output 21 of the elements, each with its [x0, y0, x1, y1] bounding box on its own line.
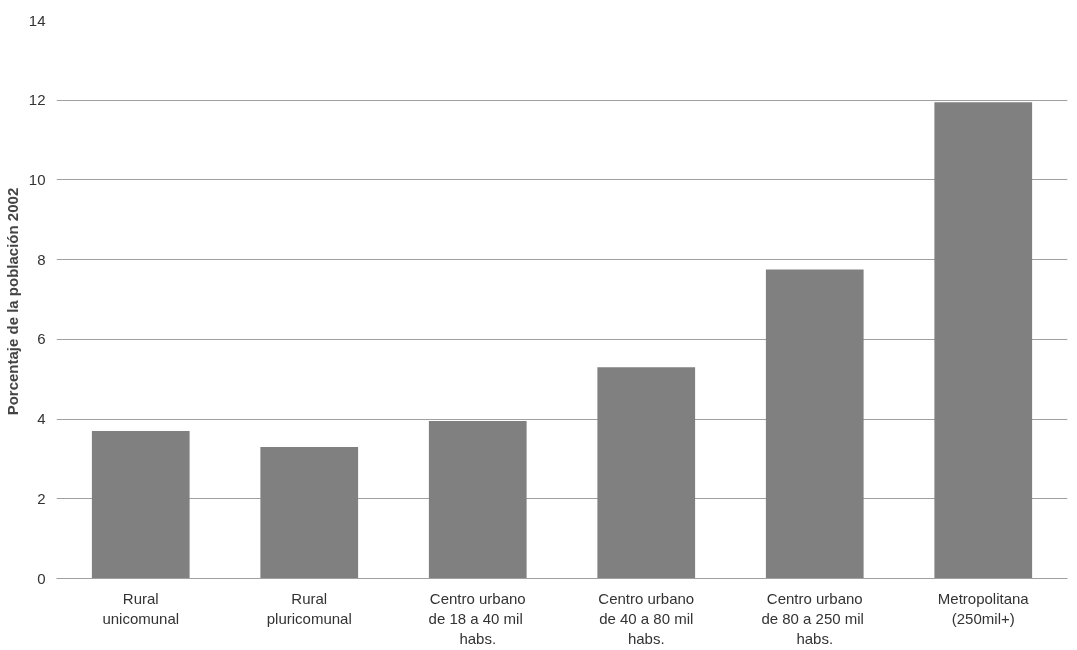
y-tick-label: 8	[37, 250, 46, 268]
y-axis-title: Porcentaje de la población 2002	[3, 187, 21, 416]
bar	[934, 102, 1033, 579]
bar	[260, 446, 359, 579]
bar	[91, 431, 190, 579]
y-tick-label: 6	[37, 330, 46, 348]
x-tick-label: Centro urbano de 18 a 40 mil habs.	[428, 589, 526, 648]
y-tick-label: 0	[37, 569, 46, 587]
y-tick-label: 10	[28, 170, 46, 188]
x-tick-label: Metropolitana (250mil+)	[937, 589, 1030, 627]
bar	[765, 269, 864, 579]
x-tick-label: Centro urbano de 80 a 250 mil habs.	[761, 589, 864, 648]
y-tick-label: 12	[28, 91, 46, 109]
bar	[597, 367, 696, 579]
x-tick-label: Centro urbano de 40 a 80 mil habs.	[598, 589, 695, 648]
x-tick-label: Rural pluricomunal	[266, 589, 352, 627]
x-tick-label: Rural unicomunal	[102, 589, 180, 627]
y-tick-label: 2	[37, 489, 46, 507]
y-tick-label: 4	[37, 410, 46, 428]
y-tick-label: 14	[28, 11, 46, 29]
bar	[428, 421, 527, 579]
